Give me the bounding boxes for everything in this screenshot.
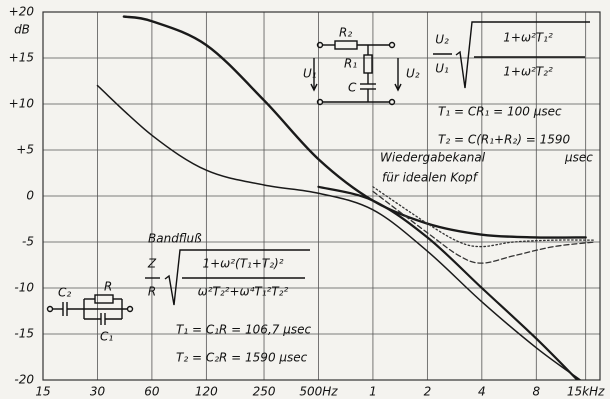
annotation: R₂ [339, 26, 352, 40]
annotation: T₁ = CR₁ = 100 µsec [438, 105, 562, 119]
annotation: ω²T₂²+ω⁴T₁²T₂² [198, 285, 289, 299]
annotation: R [148, 285, 156, 299]
formula-bottom [145, 249, 310, 306]
annotation: für idealen Kopf [382, 171, 479, 185]
y-tick-label: -5 [22, 235, 34, 249]
curve [96, 84, 582, 380]
curve [317, 185, 579, 380]
annotation: Wiedergabekanal [380, 151, 486, 165]
annotation: U₂ [406, 67, 420, 81]
x-tick-label: 15kHz [567, 385, 605, 399]
annotation: U₁ [303, 67, 317, 81]
annotation: Z [147, 257, 157, 271]
curve [372, 186, 597, 248]
circuit-bottom [46, 294, 134, 325]
y-tick-label: -10 [14, 281, 34, 295]
annotation: T₁ = C₁R = 106,7 µsec [176, 323, 311, 337]
annotation: U₁ [435, 62, 449, 76]
grid [42, 11, 601, 381]
annotation: C₂ [58, 286, 71, 300]
plot-frame [42, 11, 601, 381]
annotation: R₁ [344, 57, 357, 71]
annotation: R [104, 280, 112, 294]
annotation: 1+ω²T₁² [503, 31, 553, 45]
y-tick-label: +20 [9, 5, 35, 19]
curve [122, 15, 587, 239]
annotation: T₂ = C(R₁+R₂) = 1590 [438, 133, 571, 147]
x-tick-label: 8 [532, 385, 540, 399]
annotation: 1+ω²T₂² [503, 65, 553, 79]
x-tick-label: 500Hz [299, 385, 338, 399]
y-tick-label: +15 [9, 51, 34, 65]
x-tick-label: 250 [253, 385, 276, 399]
y-tick-label: +5 [16, 143, 34, 157]
y-tick-label: +10 [9, 97, 35, 111]
y-tick-label: 0 [26, 189, 34, 203]
y-unit: dB [14, 23, 30, 37]
y-tick-label: -20 [14, 373, 34, 387]
x-tick-label: 30 [90, 385, 106, 399]
curve [372, 190, 597, 264]
annotation: µsec [564, 151, 593, 165]
annotation: U₂ [435, 33, 449, 47]
x-tick-label: 1 [369, 385, 377, 399]
annotation: T₂ = C₂R = 1590 µsec [176, 351, 308, 365]
formula-top [433, 21, 590, 89]
annotation: C₁ [100, 330, 113, 344]
circuit-top [310, 40, 402, 106]
x-tick-label: 120 [195, 385, 218, 399]
x-tick-label: 2 [424, 385, 432, 399]
x-tick-label: 60 [144, 385, 160, 399]
x-tick-label: 15 [35, 385, 50, 399]
y-tick-label: -15 [14, 327, 34, 341]
annotation: 1+ω²(T₁+T₂)² [202, 257, 283, 271]
annotation: Bandfluß [148, 232, 202, 246]
x-tick-label: 4 [478, 385, 486, 399]
annotation: C [348, 81, 357, 95]
